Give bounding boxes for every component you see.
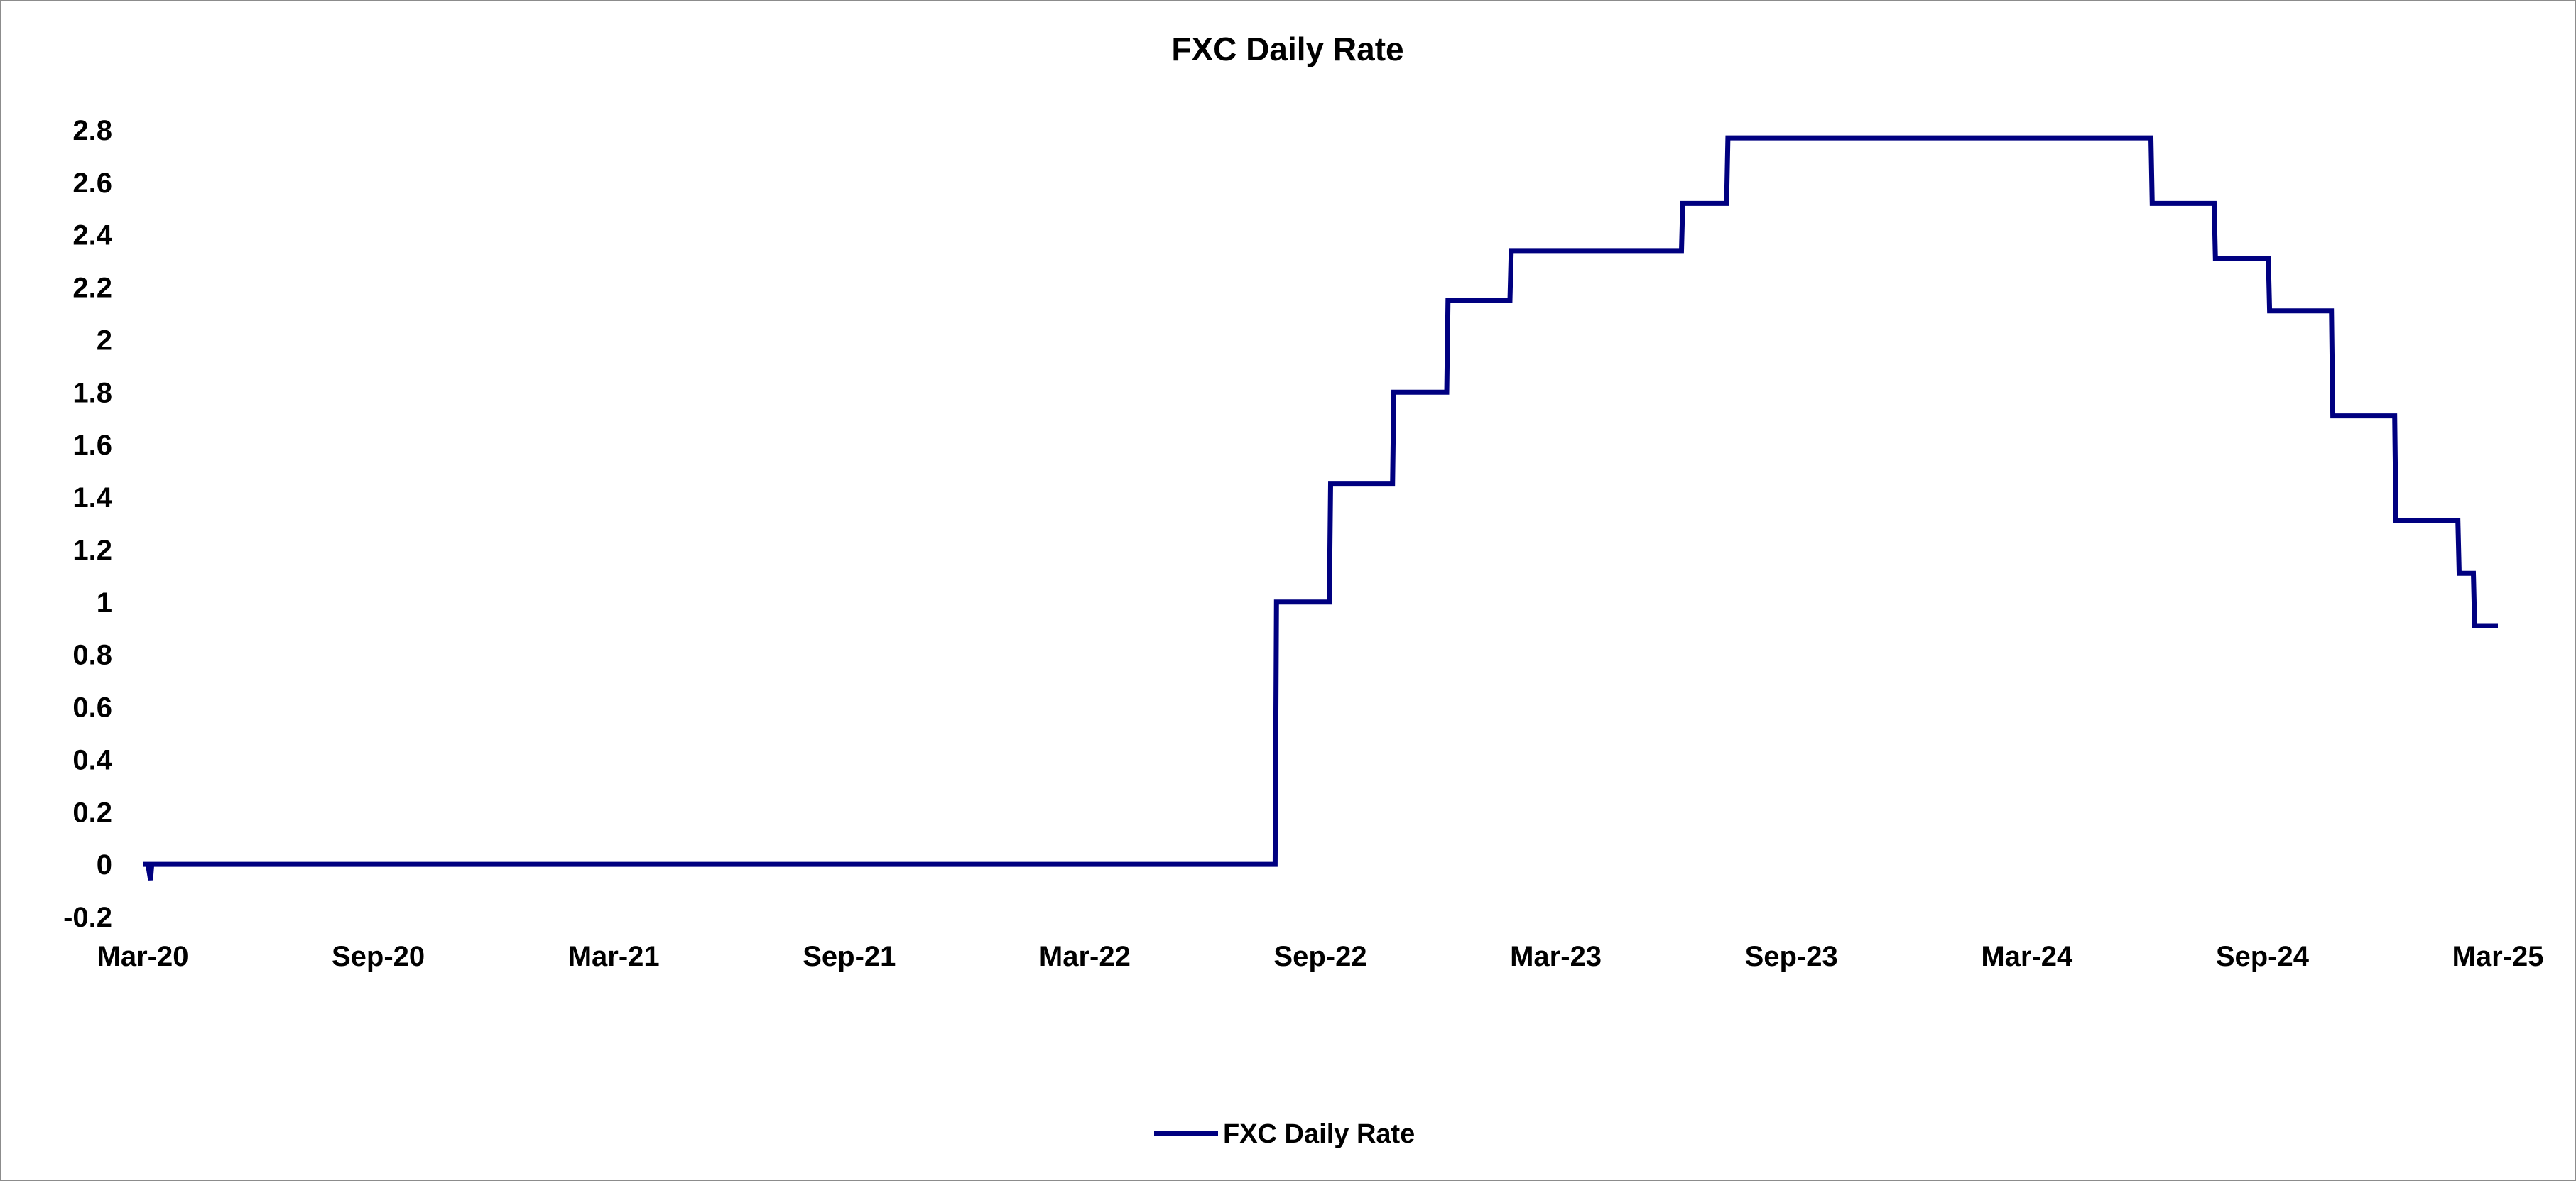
y-tick-label: 1.6 [72,430,112,461]
x-axis-ticks: Mar-20 Sep-20 Mar-21 Sep-21 Mar-22 Sep-22 Mar-… [97,941,2544,972]
y-tick-label: 0.6 [72,692,112,724]
x-tick-label: Mar-25 [2452,941,2544,972]
y-tick-label: 0 [97,849,112,881]
y-tick-label: 1.8 [72,377,112,408]
y-tick-label: -0.2 [63,902,112,933]
series-layer [143,135,2498,881]
x-tick-label: Mar-23 [1510,941,1602,972]
y-tick-label: 1.4 [72,482,112,513]
legend-label: FXC Daily Rate [1223,1119,1415,1149]
y-tick-label: 1 [97,587,112,619]
x-tick-label: Mar-22 [1039,941,1131,972]
legend: FXC Daily Rate [1154,1119,1415,1149]
y-tick-label: 2.4 [72,220,112,251]
x-tick-label: Sep-21 [803,941,896,972]
y-tick-label: 2.2 [72,273,112,304]
y-tick-label: 1.2 [72,535,112,566]
chart-title: FXC Daily Rate [1171,31,1403,67]
x-tick-label: Sep-20 [332,941,425,972]
y-tick-label: 2 [97,325,112,356]
x-tick-label: Sep-24 [2216,941,2310,972]
y-tick-label: 2.8 [72,115,112,146]
y-tick-label: 2.6 [72,168,112,199]
y-tick-label: 0.4 [72,744,112,775]
x-tick-label: Sep-22 [1273,941,1366,972]
y-axis-ticks: -0.2 0 0.2 0.4 0.6 0.8 1 1.2 1.4 1.6 1.8 2 2.2 2.4 2.6… [63,115,113,933]
x-tick-label: Mar-24 [1981,941,2073,972]
x-tick-label: Sep-23 [1745,941,1838,972]
y-tick-label: 0.8 [72,640,112,671]
series-line-fxc-daily-rate [143,135,2498,881]
y-tick-label: 0.2 [72,797,112,828]
x-tick-label: Mar-20 [97,941,189,972]
x-tick-label: Mar-21 [568,941,660,972]
